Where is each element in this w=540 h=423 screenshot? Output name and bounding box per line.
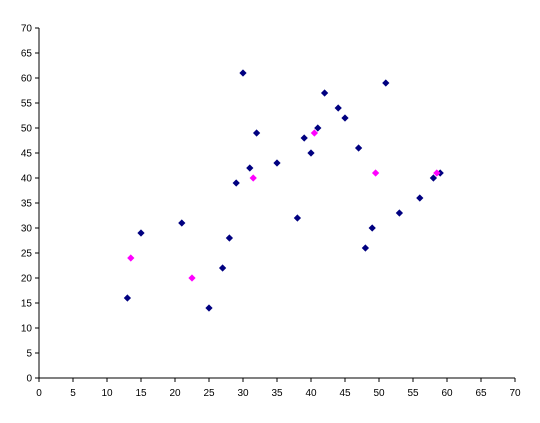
data-point-series-1 (354, 144, 363, 152)
data-point-series-1 (361, 244, 370, 252)
data-point-series-1 (252, 129, 261, 137)
x-tick-label: 25 (203, 388, 215, 399)
y-tick-label: 70 (21, 24, 33, 35)
data-point-series-1 (368, 224, 376, 232)
y-tick-label: 60 (21, 74, 33, 85)
y-tick-label: 45 (21, 149, 33, 160)
data-point-series-1 (123, 294, 132, 302)
y-tick-label: 40 (21, 174, 33, 185)
x-tick-label: 15 (135, 388, 147, 399)
data-point-series-2 (310, 129, 319, 137)
data-point-series-2 (188, 274, 196, 282)
data-point-series-2 (433, 169, 441, 177)
y-tick-label: 35 (21, 199, 33, 210)
x-tick-label: 20 (169, 388, 181, 399)
data-point-series-1 (225, 234, 234, 242)
y-tick-label: 65 (21, 49, 33, 60)
x-tick-label: 70 (509, 388, 521, 399)
y-tick-label: 0 (26, 374, 32, 385)
x-tick-label: 65 (475, 388, 487, 399)
x-tick-label: 50 (373, 388, 385, 399)
x-tick-label: 55 (407, 388, 419, 399)
data-point-series-1 (273, 159, 281, 167)
data-point-series-1 (416, 194, 424, 202)
data-point-series-2 (127, 254, 135, 262)
y-tick-label: 30 (21, 224, 33, 235)
data-point-series-1 (293, 214, 302, 222)
x-tick-label: 0 (36, 388, 42, 399)
data-point-series-1 (218, 264, 227, 272)
y-tick-label: 25 (21, 249, 33, 260)
x-tick-label: 10 (101, 388, 113, 399)
data-point-series-1 (137, 229, 145, 237)
y-tick-label: 5 (26, 349, 32, 360)
data-point-series-1 (320, 89, 329, 97)
data-point-series-1 (341, 114, 349, 122)
data-point-series-1 (314, 124, 322, 132)
data-point-series-2 (249, 174, 257, 182)
y-tick-label: 10 (21, 324, 33, 335)
data-point-series-1 (300, 134, 308, 142)
y-tick-label: 50 (21, 124, 33, 135)
data-point-series-1 (395, 209, 404, 217)
y-tick-label: 15 (21, 299, 33, 310)
x-tick-label: 40 (305, 388, 317, 399)
y-tick-label: 20 (21, 274, 33, 285)
data-point-series-1 (178, 219, 186, 227)
data-point-series-1 (232, 179, 240, 187)
data-point-series-1 (205, 304, 213, 312)
data-point-series-1 (307, 149, 315, 157)
axes: 0 5 10 15 20 25 30 35 40 45 50 55 60 65 70 0 5 10 15 20 25 30… (21, 24, 521, 400)
data-point-series-1 (334, 104, 342, 112)
x-tick-label: 35 (271, 388, 283, 399)
x-tick-label: 45 (339, 388, 351, 399)
x-tick-label: 5 (70, 388, 76, 399)
data-point-series-2 (371, 169, 380, 177)
y-tick-label: 55 (21, 99, 33, 110)
data-point-series-1 (429, 174, 438, 182)
data-point-series-1 (246, 164, 254, 172)
data-point-series-1 (239, 69, 247, 77)
data-points (123, 69, 444, 312)
data-point-series-1 (382, 79, 390, 87)
x-tick-label: 30 (237, 388, 249, 399)
x-tick-label: 60 (441, 388, 453, 399)
